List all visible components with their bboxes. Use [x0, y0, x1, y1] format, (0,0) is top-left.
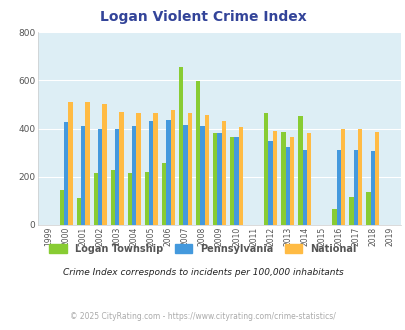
Bar	[102, 104, 107, 225]
Bar	[98, 128, 102, 225]
Bar	[268, 141, 272, 225]
Text: Logan Violent Crime Index: Logan Violent Crime Index	[99, 10, 306, 24]
Bar	[217, 133, 221, 225]
Bar	[204, 115, 208, 225]
Bar	[238, 127, 242, 225]
Bar	[145, 172, 149, 225]
Bar	[366, 192, 370, 225]
Bar	[234, 137, 238, 225]
Bar	[162, 163, 166, 225]
Text: © 2025 CityRating.com - https://www.cityrating.com/crime-statistics/: © 2025 CityRating.com - https://www.city…	[70, 312, 335, 321]
Bar	[357, 128, 361, 225]
Bar	[115, 128, 119, 225]
Bar	[332, 209, 336, 225]
Bar	[306, 133, 310, 225]
Bar	[353, 150, 357, 225]
Bar	[179, 67, 183, 225]
Bar	[370, 151, 374, 225]
Bar	[302, 150, 306, 225]
Bar	[111, 170, 115, 225]
Bar	[77, 198, 81, 225]
Bar	[349, 197, 353, 225]
Bar	[166, 120, 170, 225]
Bar	[68, 102, 72, 225]
Bar	[289, 137, 293, 225]
Bar	[85, 102, 90, 225]
Bar	[81, 126, 85, 225]
Bar	[94, 173, 98, 225]
Bar	[60, 190, 64, 225]
Bar	[170, 111, 174, 225]
Legend: Logan Township, Pennsylvania, National: Logan Township, Pennsylvania, National	[45, 240, 360, 258]
Bar	[187, 113, 191, 225]
Bar	[281, 132, 285, 225]
Bar	[153, 113, 157, 225]
Bar	[149, 121, 153, 225]
Bar	[340, 128, 344, 225]
Bar	[128, 173, 132, 225]
Bar	[119, 112, 124, 225]
Bar	[213, 133, 217, 225]
Bar	[200, 126, 204, 225]
Bar	[285, 147, 289, 225]
Text: Crime Index corresponds to incidents per 100,000 inhabitants: Crime Index corresponds to incidents per…	[62, 268, 343, 277]
Bar	[196, 82, 200, 225]
Bar	[136, 113, 141, 225]
Bar	[374, 132, 378, 225]
Bar	[264, 113, 268, 225]
Bar	[230, 137, 234, 225]
Bar	[336, 150, 340, 225]
Bar	[221, 121, 225, 225]
Bar	[183, 125, 187, 225]
Bar	[298, 116, 302, 225]
Bar	[64, 122, 68, 225]
Bar	[272, 131, 276, 225]
Bar	[132, 126, 136, 225]
